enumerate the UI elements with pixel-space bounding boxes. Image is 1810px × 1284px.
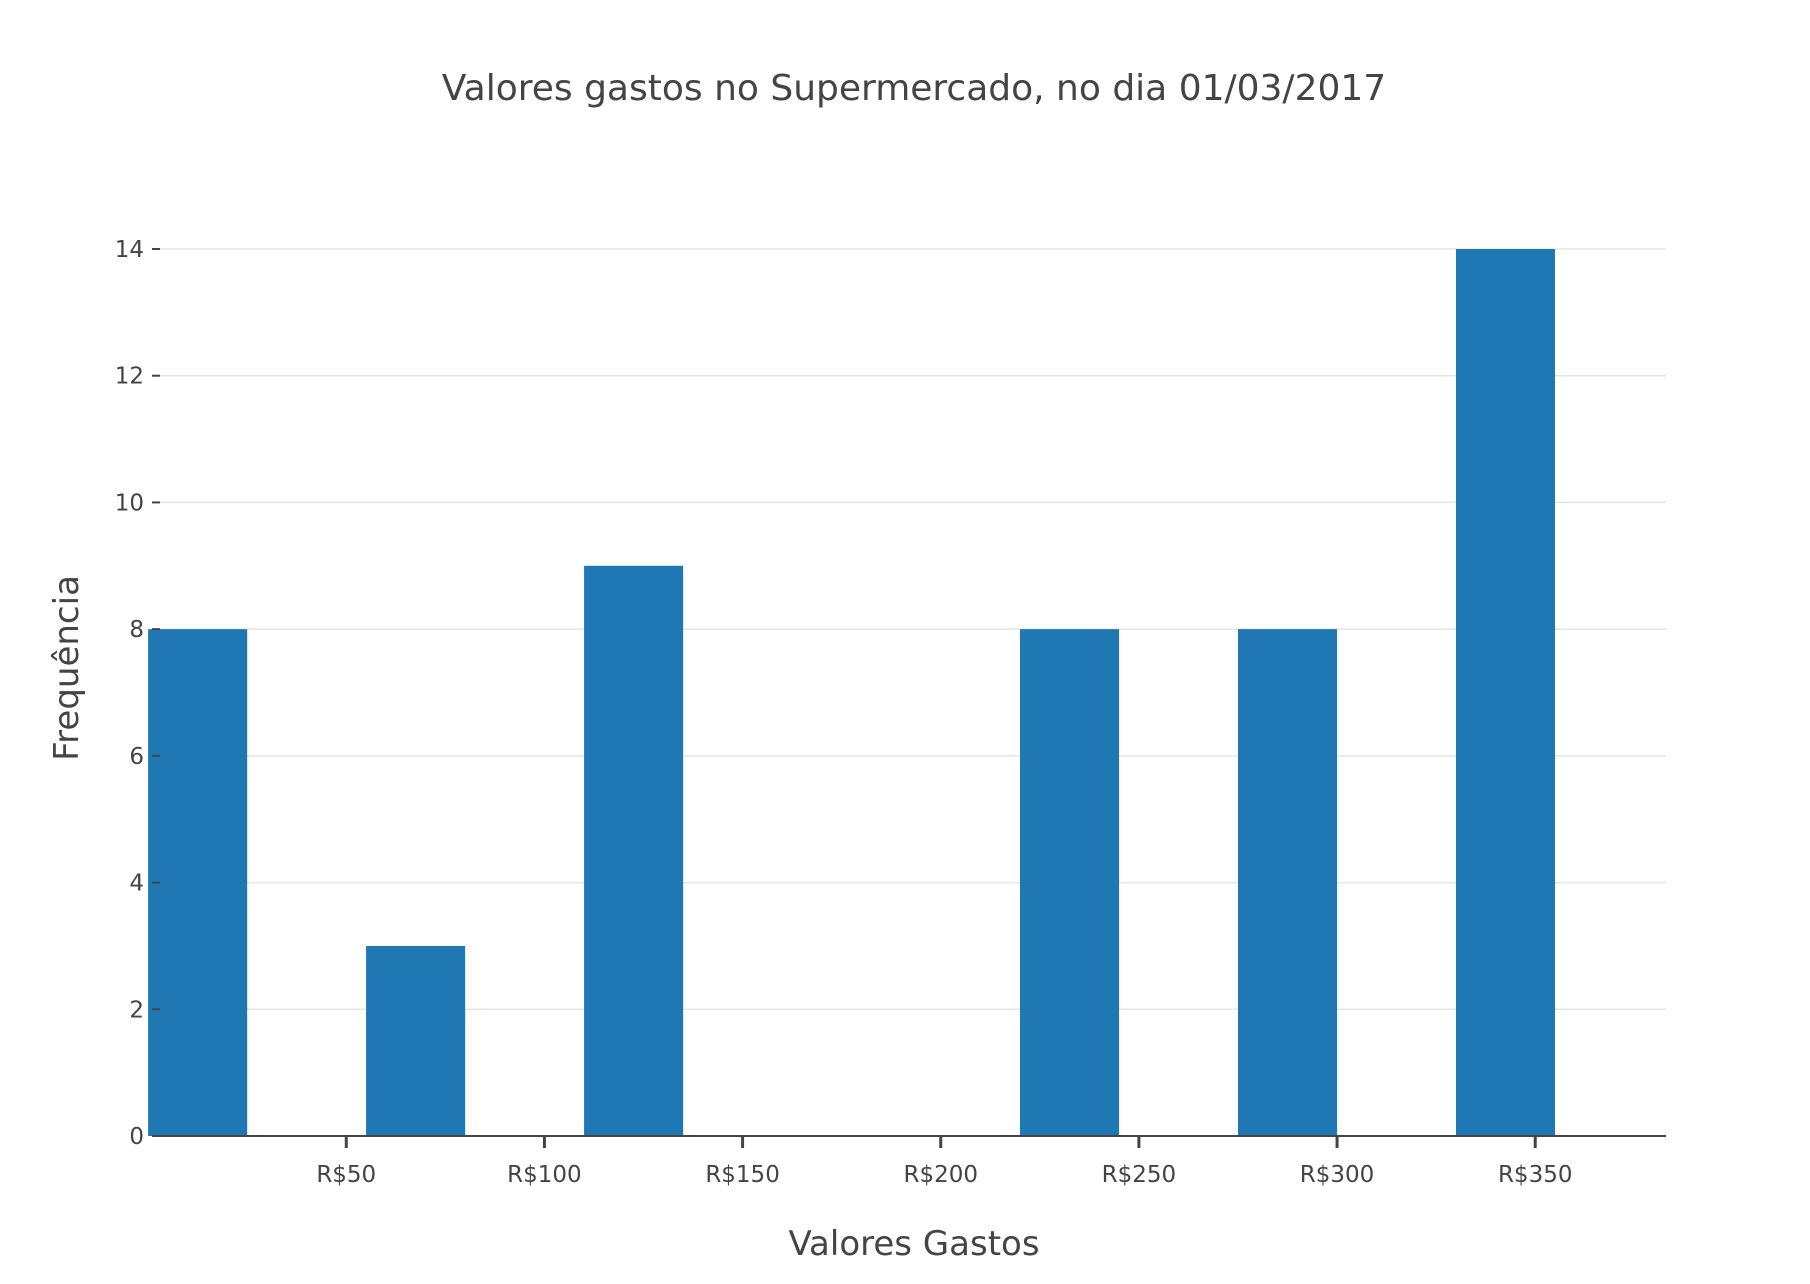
x-tick-label: R$250 — [1102, 1162, 1177, 1188]
bar-5 — [1455, 249, 1556, 1136]
y-axis-title: Frequência — [47, 575, 87, 761]
x-tick-label: R$100 — [507, 1162, 582, 1188]
bar-3 — [1020, 629, 1120, 1136]
x-tick-label: R$50 — [316, 1162, 376, 1188]
y-tick-label: 2 — [129, 997, 144, 1023]
bars — [148, 249, 1556, 1136]
bar-0 — [148, 629, 248, 1136]
x-tick-label: R$200 — [903, 1162, 978, 1188]
x-tick-label: R$150 — [705, 1162, 780, 1188]
y-tick-label: 12 — [115, 364, 144, 390]
x-tick-label: R$350 — [1498, 1162, 1573, 1188]
y-tick-label: 6 — [129, 744, 144, 770]
y-tick-label: 10 — [115, 490, 144, 516]
y-tick-label: 0 — [129, 1124, 144, 1150]
x-axis-title: Valores Gastos — [788, 1224, 1039, 1264]
gridlines — [160, 248, 1666, 1011]
chart-title: Valores gastos no Supermercado, no dia 0… — [442, 68, 1386, 109]
y-tick-label: 4 — [129, 871, 144, 897]
y-tick-label: 8 — [129, 617, 144, 643]
bar-4 — [1237, 629, 1338, 1136]
y-tick-label: 14 — [115, 237, 144, 263]
x-tick-label: R$300 — [1300, 1162, 1375, 1188]
axes: 0 2 4 6 8 10 12 14 R$50 R$100 R$150 R$200 R$250 R$300… — [115, 237, 1666, 1188]
bar-1 — [366, 945, 466, 1136]
bar-2 — [584, 565, 684, 1136]
